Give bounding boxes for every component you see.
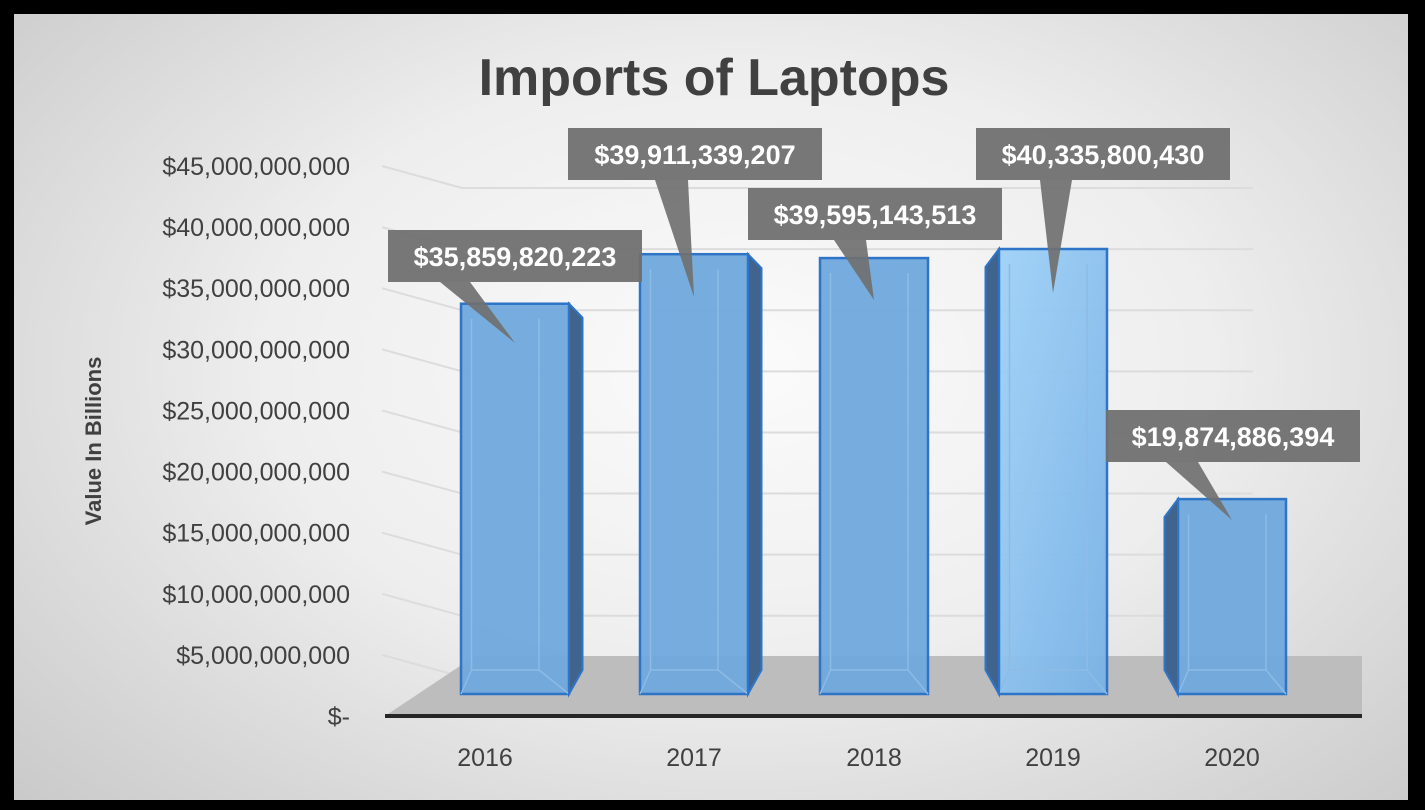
bar-2017 bbox=[638, 251, 763, 698]
callout-pointer bbox=[1040, 180, 1072, 293]
bar-inner-edge bbox=[649, 269, 719, 671]
bar-inner-edge bbox=[819, 669, 832, 695]
callout-pointer bbox=[655, 180, 694, 297]
bar-front-face bbox=[459, 302, 571, 696]
bar-inner-edge bbox=[460, 669, 473, 695]
y-tick-label: $40,000,000,000 bbox=[162, 214, 350, 242]
bar-inner-edge bbox=[1187, 514, 1267, 671]
bar-inner-edge bbox=[907, 669, 929, 695]
y-tick-label: $5,000,000,000 bbox=[176, 642, 350, 670]
bar-2019 bbox=[984, 246, 1109, 698]
bar-side-face bbox=[568, 301, 584, 698]
data-label-callout: $39,911,339,207 bbox=[568, 128, 822, 297]
y-tick-label: $45,000,000,000 bbox=[162, 153, 350, 181]
data-label: $19,874,886,394 bbox=[1132, 422, 1335, 452]
bar-inner-edge bbox=[717, 669, 749, 695]
bar-2020 bbox=[1163, 496, 1288, 698]
bar-inner-edge bbox=[1008, 264, 1088, 671]
y-tick-label: $10,000,000,000 bbox=[162, 581, 350, 609]
y-tick-label: $35,000,000,000 bbox=[162, 275, 350, 303]
data-labels: $35,859,820,223 $39,911,339,207 $39,595,14… bbox=[388, 128, 1360, 520]
bar-front-face bbox=[1176, 497, 1288, 696]
data-label-callout: $19,874,886,394 bbox=[1106, 410, 1360, 520]
bar-2018 bbox=[818, 256, 930, 696]
bar-side-face bbox=[1163, 496, 1179, 698]
bar-inner-edge bbox=[639, 669, 652, 695]
bar-2016 bbox=[459, 301, 584, 698]
y-axis-title: Value In Billions bbox=[81, 357, 106, 526]
y-tick-label: $20,000,000,000 bbox=[162, 459, 350, 487]
data-label: $40,335,800,430 bbox=[1002, 140, 1205, 170]
data-label: $35,859,820,223 bbox=[414, 242, 617, 272]
data-label: $39,911,339,207 bbox=[594, 140, 795, 170]
callout-box bbox=[748, 188, 1002, 240]
bar-side-face bbox=[747, 251, 763, 698]
bar-inner-edge bbox=[538, 669, 570, 695]
bar-inner-edge bbox=[1177, 669, 1190, 695]
bars bbox=[459, 246, 1288, 698]
callout-pointer bbox=[440, 282, 515, 343]
x-tick-label: 2017 bbox=[666, 744, 722, 772]
x-tick-label: 2019 bbox=[1025, 744, 1081, 772]
callout-box bbox=[568, 128, 822, 180]
bar-inner-edge bbox=[829, 273, 909, 671]
x-tick-label: 2018 bbox=[846, 744, 902, 772]
x-tick-label: 2016 bbox=[457, 744, 513, 772]
callout-box bbox=[388, 230, 642, 282]
x-axis-ticks: 2016 2017 2018 2019 2020 bbox=[457, 744, 1260, 772]
bar-front-face bbox=[818, 256, 930, 696]
y-tick-label: $- bbox=[328, 703, 350, 731]
data-label-callout: $40,335,800,430 bbox=[976, 128, 1230, 293]
y-axis-ticks: $- $5,000,000,000 $10,000,000,000 $15,000,0… bbox=[162, 153, 350, 731]
data-label-callout: $35,859,820,223 bbox=[388, 230, 642, 343]
bar-front-face bbox=[997, 247, 1109, 696]
bar-front-face bbox=[638, 252, 750, 696]
bar-inner-edge bbox=[998, 669, 1011, 695]
y-tick-label: $15,000,000,000 bbox=[162, 520, 350, 548]
bar-side-face bbox=[984, 246, 1000, 698]
bar-inner-edge bbox=[1086, 669, 1108, 695]
data-label-callout: $39,595,143,513 bbox=[748, 188, 1002, 300]
data-label: $39,595,143,513 bbox=[774, 200, 977, 230]
callout-box bbox=[1106, 410, 1360, 462]
bar-inner-edge bbox=[1265, 669, 1287, 695]
y-tick-label: $30,000,000,000 bbox=[162, 336, 350, 364]
callout-pointer bbox=[834, 240, 874, 300]
bar-inner-edge bbox=[470, 318, 540, 671]
chart-title: Imports of Laptops bbox=[479, 49, 950, 107]
y-tick-label: $25,000,000,000 bbox=[162, 397, 350, 425]
callout-box bbox=[976, 128, 1230, 180]
x-tick-label: 2020 bbox=[1204, 744, 1260, 772]
callout-pointer bbox=[1166, 462, 1232, 520]
